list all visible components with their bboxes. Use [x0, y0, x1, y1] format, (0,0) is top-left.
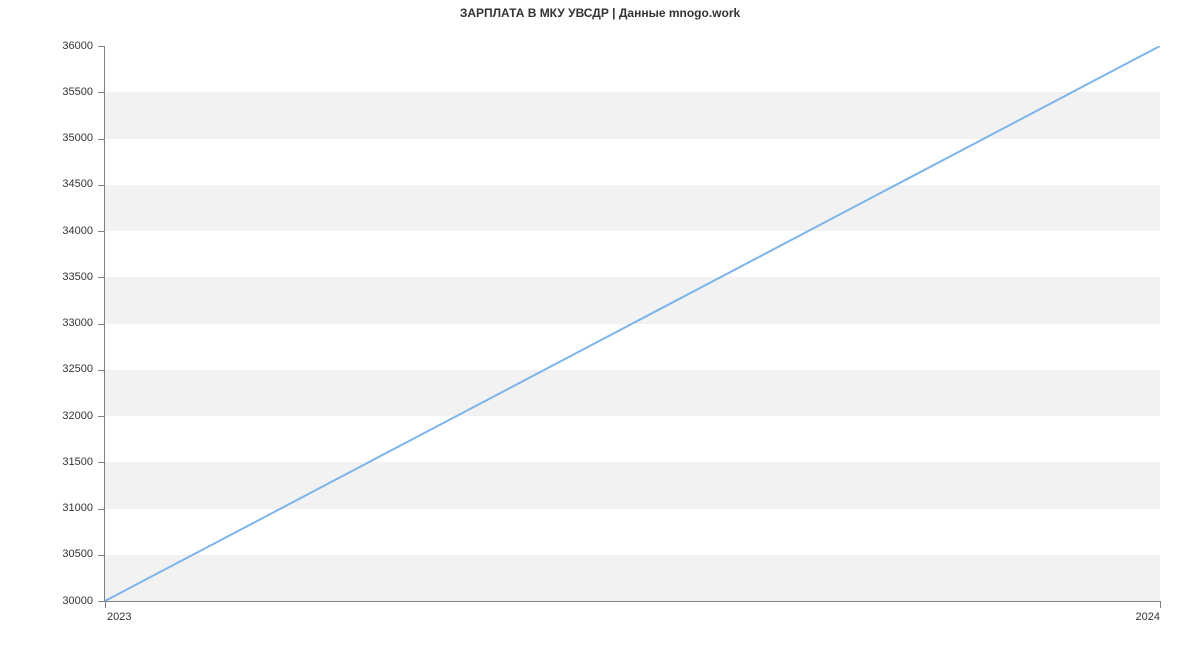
y-tick-label: 32500 [33, 363, 93, 375]
y-tick-mark [98, 92, 104, 93]
y-tick-label: 32000 [33, 410, 93, 422]
y-tick-label: 35500 [33, 86, 93, 98]
y-tick-label: 34000 [33, 225, 93, 237]
x-tick-label: 2023 [107, 611, 131, 623]
y-tick-mark [98, 462, 104, 463]
y-tick-mark [98, 324, 104, 325]
y-tick-mark [98, 509, 104, 510]
salary-line-chart: ЗАРПЛАТА В МКУ УВСДР | Данные mnogo.work… [0, 0, 1200, 650]
y-tick-mark [98, 555, 104, 556]
y-tick-mark [98, 46, 104, 47]
y-tick-label: 30500 [33, 548, 93, 560]
y-tick-label: 31500 [33, 456, 93, 468]
x-tick-mark [105, 602, 106, 608]
x-tick-label: 2024 [1120, 611, 1160, 623]
y-tick-mark [98, 370, 104, 371]
plot-area: 3000030500310003150032000325003300033500… [105, 46, 1160, 601]
y-tick-label: 36000 [33, 40, 93, 52]
y-tick-label: 33500 [33, 271, 93, 283]
x-tick-mark [1160, 602, 1161, 608]
series-layer [105, 46, 1160, 601]
y-tick-mark [98, 185, 104, 186]
y-tick-label: 31000 [33, 502, 93, 514]
y-tick-mark [98, 277, 104, 278]
y-tick-mark [98, 601, 104, 602]
x-axis-line [104, 601, 1161, 602]
series-line-salary [105, 46, 1160, 601]
y-tick-label: 33000 [33, 317, 93, 329]
y-tick-mark [98, 416, 104, 417]
y-tick-mark [98, 231, 104, 232]
chart-title: ЗАРПЛАТА В МКУ УВСДР | Данные mnogo.work [0, 6, 1200, 20]
y-tick-label: 35000 [33, 132, 93, 144]
y-tick-label: 34500 [33, 178, 93, 190]
y-tick-label: 30000 [33, 595, 93, 607]
y-tick-mark [98, 139, 104, 140]
